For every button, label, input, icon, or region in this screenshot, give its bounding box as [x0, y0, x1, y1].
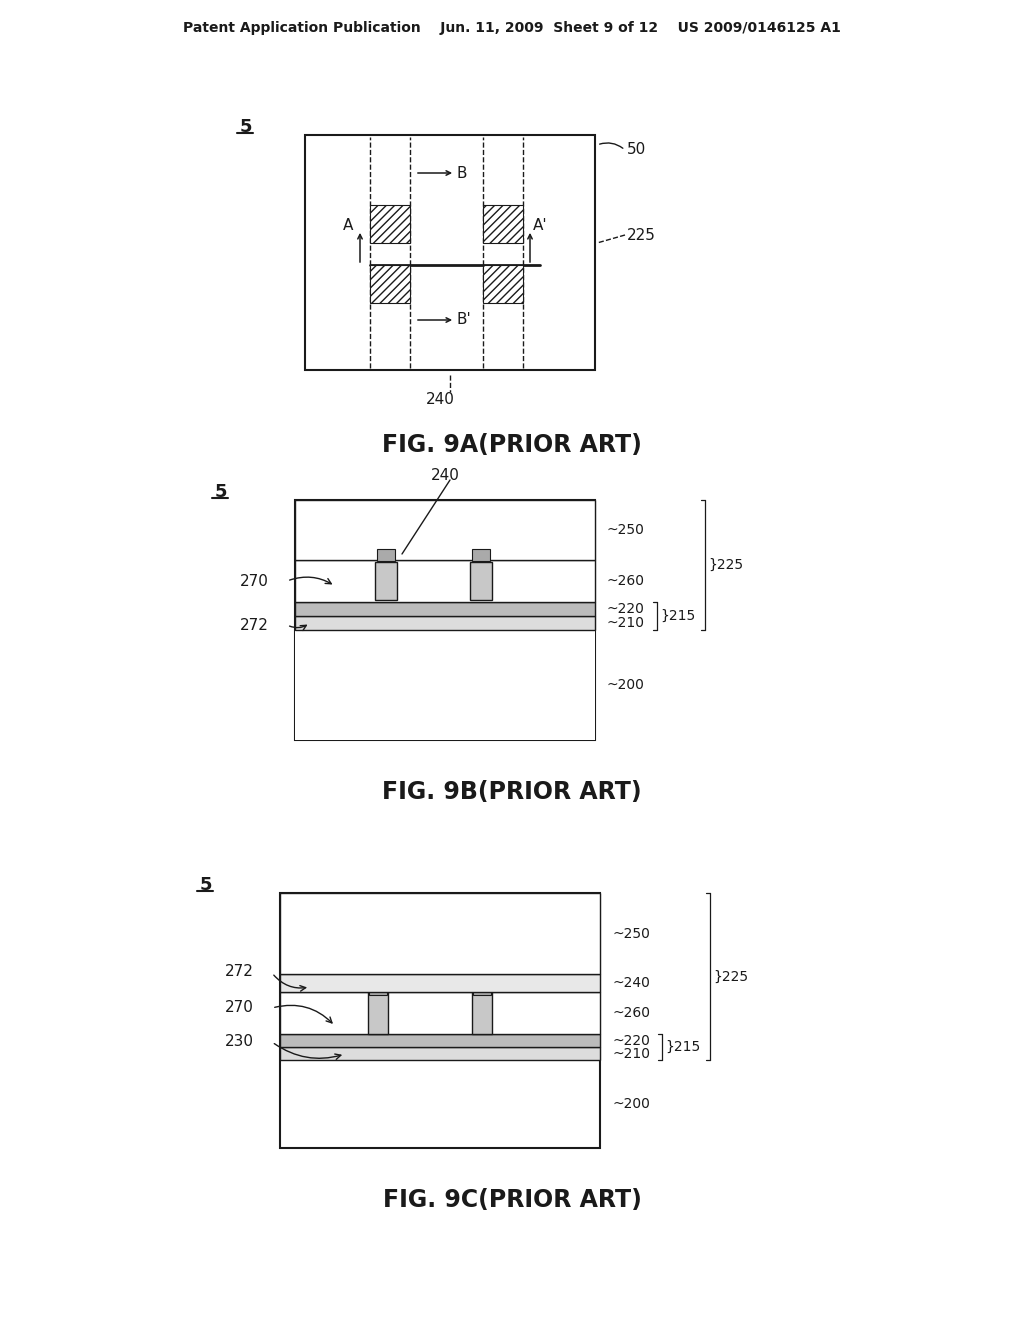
Text: ~240: ~240 — [612, 975, 650, 990]
Text: 272: 272 — [225, 964, 254, 978]
Text: 230: 230 — [225, 1035, 254, 1049]
Text: ~220: ~220 — [607, 602, 645, 616]
Text: 5: 5 — [240, 117, 253, 136]
Text: ~260: ~260 — [607, 574, 645, 587]
Text: }215: }215 — [665, 1040, 700, 1053]
Text: ~210: ~210 — [612, 1047, 650, 1061]
Text: A: A — [343, 218, 353, 232]
Text: 240: 240 — [426, 392, 455, 408]
Text: 272: 272 — [240, 618, 269, 632]
Text: A': A' — [534, 218, 548, 232]
Bar — [295, 500, 595, 741]
Bar — [370, 265, 410, 304]
Text: ~210: ~210 — [607, 616, 645, 630]
Text: }215: }215 — [660, 609, 695, 623]
Bar — [483, 265, 523, 304]
Text: FIG. 9A(PRIOR ART): FIG. 9A(PRIOR ART) — [382, 433, 642, 457]
Bar — [280, 894, 600, 1148]
Text: ~200: ~200 — [612, 1097, 650, 1111]
Text: 5: 5 — [215, 483, 227, 502]
Text: B': B' — [457, 313, 472, 327]
Bar — [369, 982, 387, 995]
Bar — [280, 993, 600, 1034]
Bar — [280, 894, 600, 974]
Bar — [370, 205, 410, 243]
Bar — [280, 1047, 600, 1060]
Text: ~250: ~250 — [612, 927, 650, 941]
Bar — [470, 562, 492, 601]
Text: ~250: ~250 — [607, 523, 645, 537]
Bar — [305, 135, 595, 370]
Bar — [295, 500, 595, 560]
Text: B: B — [457, 165, 468, 181]
Text: 240: 240 — [430, 467, 460, 483]
Text: ~260: ~260 — [612, 1006, 650, 1020]
Text: 270: 270 — [225, 1001, 254, 1015]
Bar — [472, 549, 490, 561]
Text: Patent Application Publication    Jun. 11, 2009  Sheet 9 of 12    US 2009/014612: Patent Application Publication Jun. 11, … — [183, 21, 841, 36]
Bar — [472, 993, 492, 1034]
Text: ~220: ~220 — [612, 1034, 650, 1048]
Bar — [280, 1034, 600, 1047]
Text: 270: 270 — [240, 573, 269, 589]
Text: FIG. 9B(PRIOR ART): FIG. 9B(PRIOR ART) — [382, 780, 642, 804]
Bar — [295, 602, 595, 616]
Text: }225: }225 — [708, 558, 743, 572]
Bar — [473, 982, 490, 995]
Bar — [375, 562, 397, 601]
Bar — [377, 549, 395, 561]
Text: 50: 50 — [627, 143, 646, 157]
Text: }225: }225 — [713, 970, 749, 983]
Bar — [280, 974, 600, 993]
Text: ~200: ~200 — [607, 678, 645, 692]
Bar — [295, 560, 595, 602]
Text: 225: 225 — [627, 227, 656, 243]
Bar — [483, 205, 523, 243]
Text: FIG. 9C(PRIOR ART): FIG. 9C(PRIOR ART) — [383, 1188, 641, 1212]
Bar — [368, 993, 388, 1034]
Bar — [295, 630, 595, 741]
Text: 5: 5 — [200, 876, 213, 894]
Bar — [295, 616, 595, 630]
